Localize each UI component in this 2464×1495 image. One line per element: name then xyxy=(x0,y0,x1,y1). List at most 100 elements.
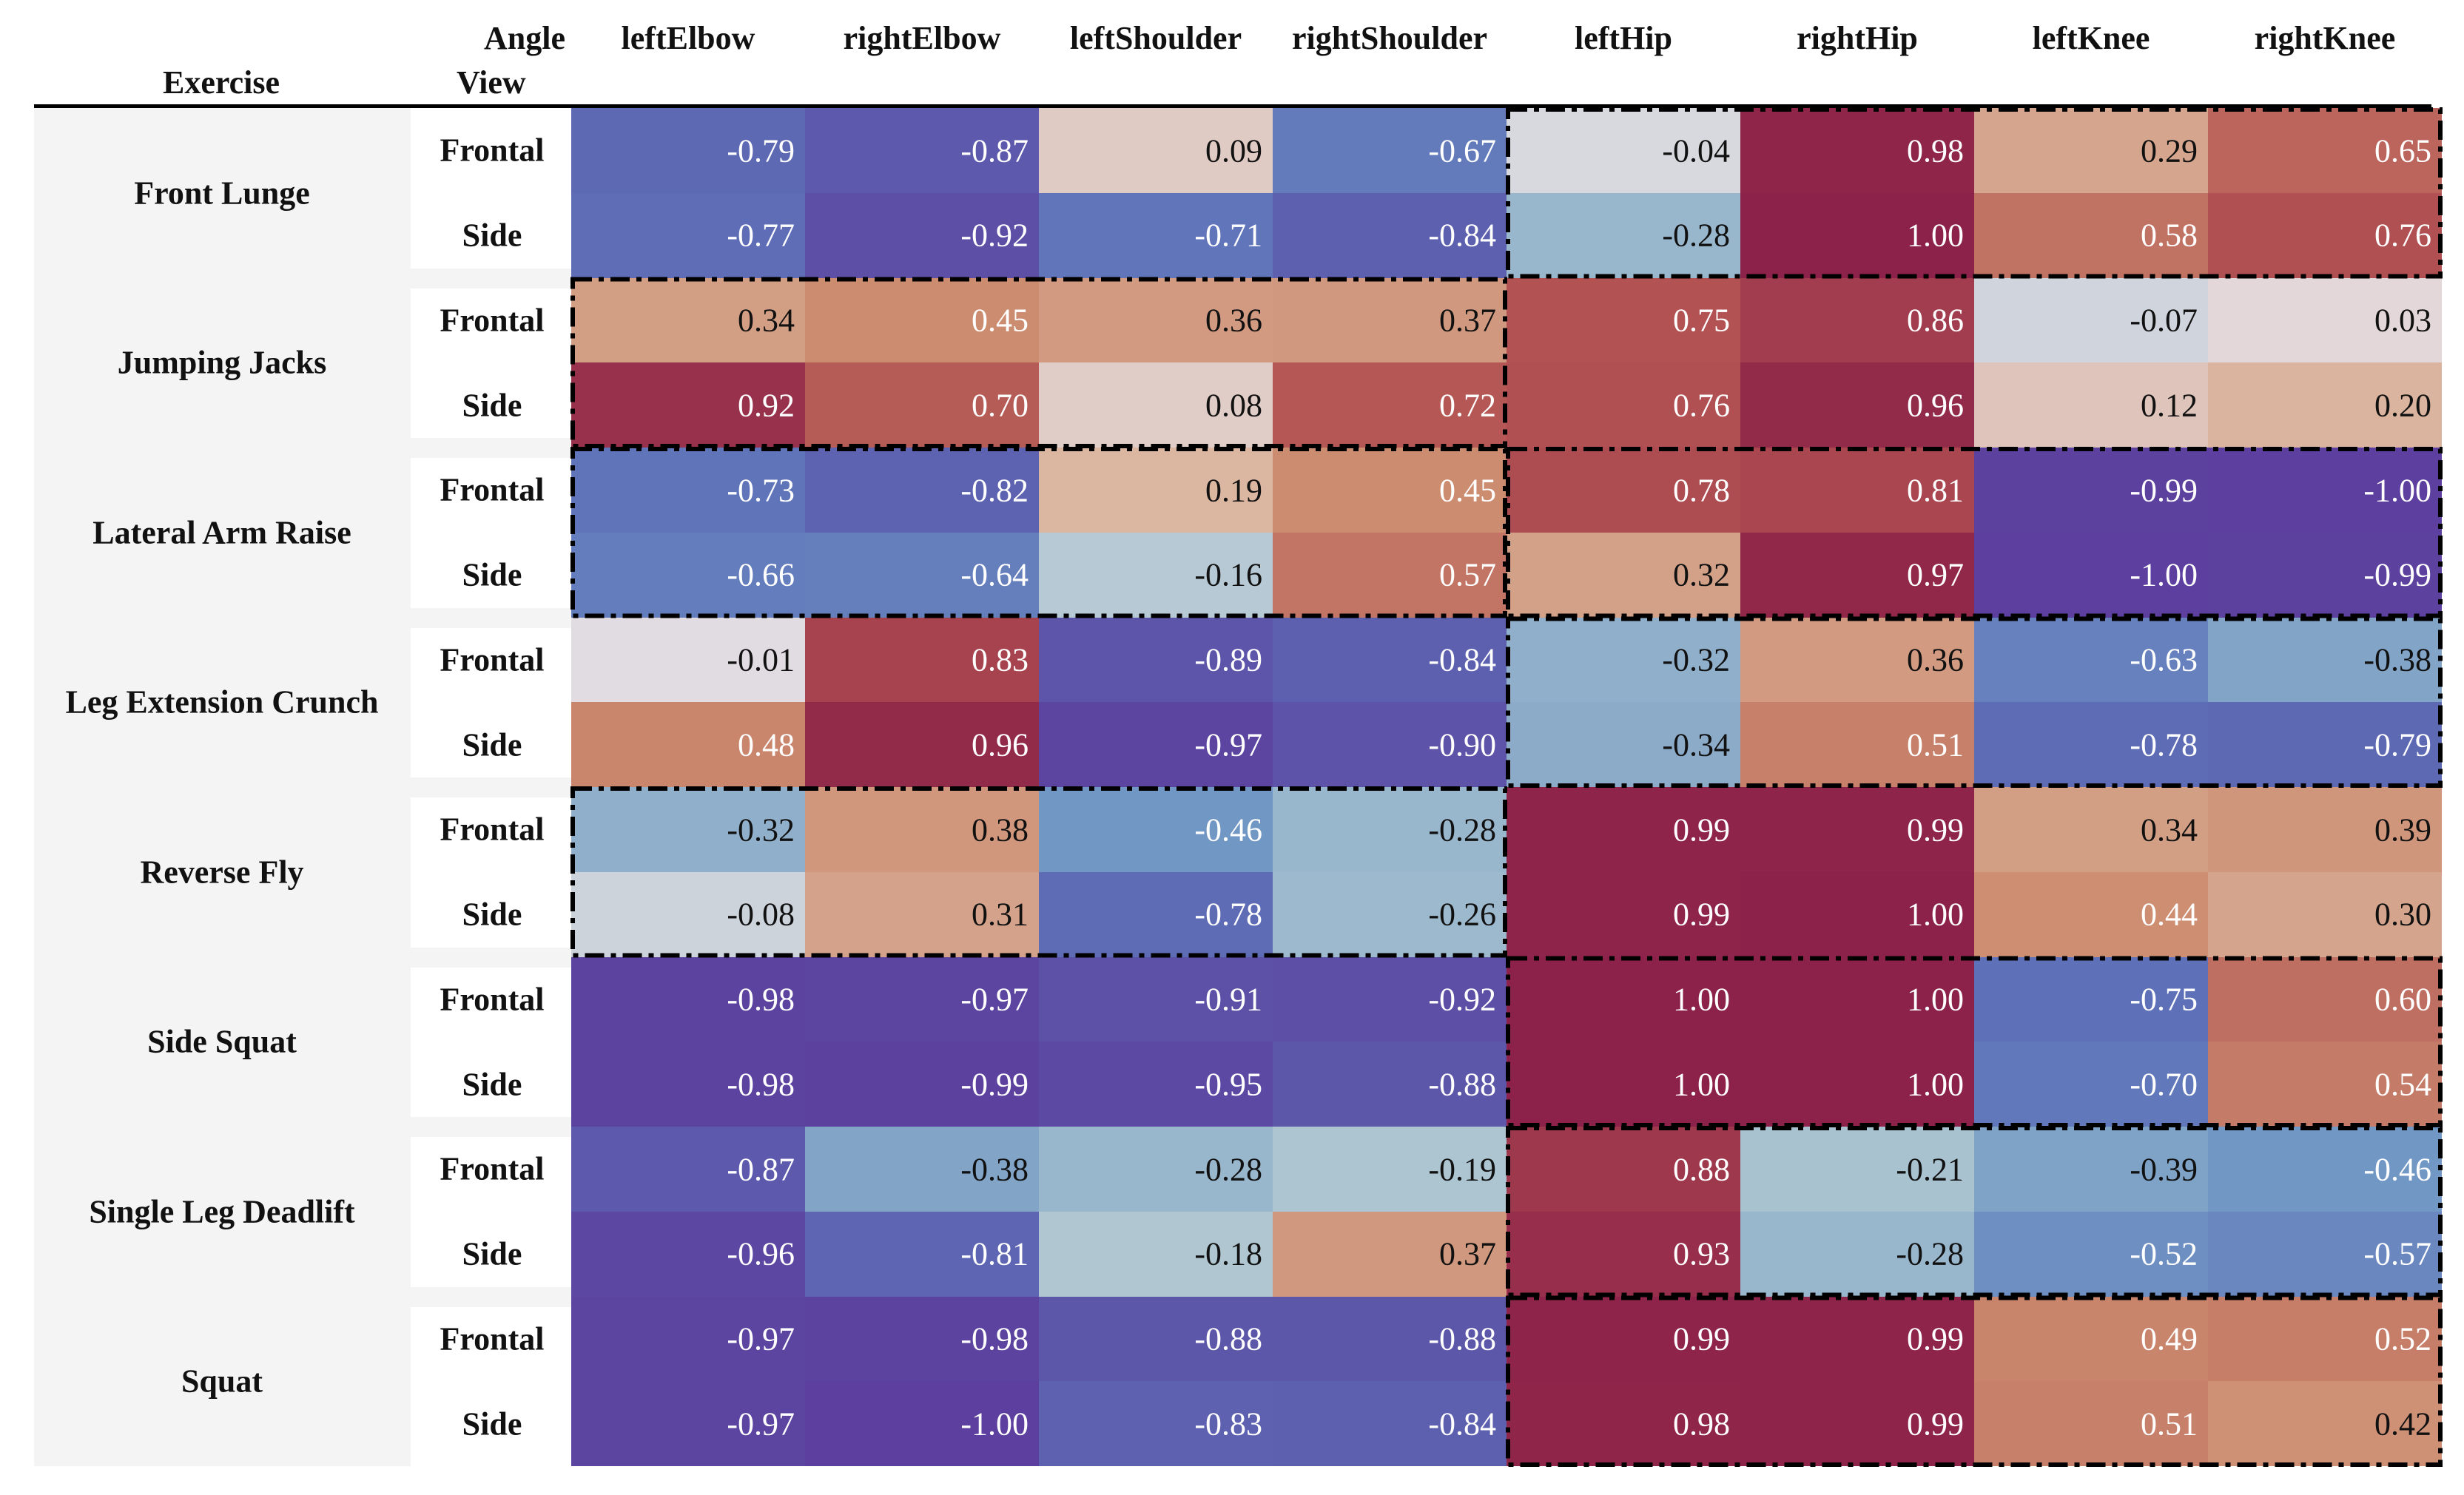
cell-value: 0.12 xyxy=(2141,387,2198,424)
cell-value: 0.76 xyxy=(1673,387,1730,424)
heatmap-cell: -0.84 xyxy=(1273,1381,1507,1467)
cell-value: 0.31 xyxy=(972,896,1029,933)
heatmap-cell: 0.44 xyxy=(1974,871,2208,957)
cell-value: -0.98 xyxy=(960,1320,1029,1357)
heatmap-cell: -0.84 xyxy=(1273,192,1507,278)
cell-value: -0.87 xyxy=(727,1151,795,1187)
view-label: Frontal xyxy=(440,132,545,169)
heatmap-cell: 0.99 xyxy=(1507,787,1740,872)
group-separator xyxy=(411,947,571,968)
heatmap-cell: 0.08 xyxy=(1039,362,1273,448)
exercise-label: Leg Extension Crunch xyxy=(65,684,379,720)
cell-value: 0.76 xyxy=(2374,217,2431,254)
heatmap-cell: -0.79 xyxy=(2208,702,2442,788)
heatmap-cell: 0.54 xyxy=(2208,1042,2442,1127)
heatmap-cell: -1.00 xyxy=(1974,532,2208,618)
cell-value: 1.00 xyxy=(1907,896,1964,933)
heatmap-cell: 0.03 xyxy=(2208,277,2442,363)
exercise-label: Lateral Arm Raise xyxy=(92,514,351,551)
group-separator xyxy=(411,607,571,628)
cell-value: 0.99 xyxy=(1907,1320,1964,1357)
cell-value: -0.08 xyxy=(727,896,795,933)
heatmap-cell: -0.26 xyxy=(1273,871,1507,957)
exercise-label: Jumping Jacks xyxy=(117,344,327,381)
cell-value: 0.48 xyxy=(738,726,795,763)
heatmap-cell: -0.97 xyxy=(571,1296,805,1382)
cell-value: 0.03 xyxy=(2374,302,2431,339)
cell-value: -0.28 xyxy=(1896,1235,1964,1272)
cell-value: -0.46 xyxy=(1194,811,1262,848)
heatmap-cell: 0.51 xyxy=(1740,702,1974,788)
heatmap-cell: -0.01 xyxy=(571,617,805,703)
cell-value: 0.88 xyxy=(1673,1151,1730,1187)
cell-value: -0.32 xyxy=(1662,641,1730,678)
highlight-box xyxy=(570,277,1507,448)
view-label: Side xyxy=(462,387,522,424)
cell-value: -0.91 xyxy=(1194,981,1262,1018)
heatmap-cell: 0.52 xyxy=(2208,1296,2442,1382)
heatmap-cell: 0.38 xyxy=(805,787,1039,872)
cell-value: 0.98 xyxy=(1907,132,1964,169)
column-header-leftElbow: leftElbow xyxy=(621,20,755,56)
cell-value: -0.84 xyxy=(1428,217,1496,254)
cell-value: -0.01 xyxy=(727,641,795,678)
heatmap-cell: 0.09 xyxy=(1039,108,1273,193)
heatmap-cell: -0.89 xyxy=(1039,617,1273,703)
highlight-box xyxy=(570,786,1507,958)
cell-value: -0.92 xyxy=(960,217,1029,254)
heatmap-cell: 0.32 xyxy=(1507,532,1740,618)
cell-value: -0.97 xyxy=(727,1405,795,1442)
cell-value: -0.99 xyxy=(2130,472,2198,508)
cell-value: -0.57 xyxy=(2363,1235,2431,1272)
cell-value: -0.98 xyxy=(727,981,795,1018)
cell-value: -0.88 xyxy=(1428,1320,1496,1357)
cell-value: -0.99 xyxy=(960,1066,1029,1103)
heatmap-cell: 0.39 xyxy=(2208,787,2442,872)
view-label: Frontal xyxy=(440,1320,545,1357)
highlight-box xyxy=(1506,447,2443,618)
heatmap-cell: -0.08 xyxy=(571,871,805,957)
heatmap-cell: 0.99 xyxy=(1507,871,1740,957)
heatmap-cell: 0.51 xyxy=(1974,1381,2208,1467)
heatmap-cell: 0.30 xyxy=(2208,871,2442,957)
cell-value: -0.63 xyxy=(2130,641,2198,678)
heatmap-cell: -0.07 xyxy=(1974,277,2208,363)
heatmap-cell: -0.88 xyxy=(1273,1042,1507,1127)
cell-value: 0.96 xyxy=(1907,387,1964,424)
cell-value: -0.38 xyxy=(2363,641,2431,678)
cell-value: -0.90 xyxy=(1428,726,1496,763)
cell-value: -0.16 xyxy=(1194,556,1262,593)
heatmap-cell: -0.81 xyxy=(805,1211,1039,1297)
heatmap-cell: 0.83 xyxy=(805,617,1039,703)
heatmap-cell: -0.90 xyxy=(1273,702,1507,788)
cell-value: -0.88 xyxy=(1428,1066,1496,1103)
cell-value: -0.21 xyxy=(1896,1151,1964,1187)
cell-value: -1.00 xyxy=(2130,556,2198,593)
view-label: Side xyxy=(462,726,522,763)
cell-value: -0.97 xyxy=(727,1320,795,1357)
cell-value: 0.93 xyxy=(1673,1235,1730,1272)
cell-value: 0.34 xyxy=(738,302,795,339)
heatmap-cell: 0.34 xyxy=(1974,787,2208,872)
heatmap-cell: -1.00 xyxy=(805,1381,1039,1467)
heatmap-cell: 0.99 xyxy=(1740,1381,1974,1467)
cell-value: -0.28 xyxy=(1662,217,1730,254)
cell-value: -0.78 xyxy=(2130,726,2198,763)
cell-value: 0.37 xyxy=(1439,302,1496,339)
view-label: Side xyxy=(462,556,522,593)
heatmap-cell: -0.78 xyxy=(1974,702,2208,788)
cell-value: 0.78 xyxy=(1673,472,1730,508)
cell-value: 0.49 xyxy=(2141,1320,2198,1357)
heatmap-cell: -0.98 xyxy=(571,1042,805,1127)
cell-value: 0.37 xyxy=(1439,1235,1496,1272)
heatmap-cell: -0.38 xyxy=(2208,617,2442,703)
cell-value: 0.38 xyxy=(972,811,1029,848)
heatmap-cell: -0.18 xyxy=(1039,1211,1273,1297)
cell-value: -0.46 xyxy=(2363,1151,2431,1187)
cell-value: -0.96 xyxy=(727,1235,795,1272)
cell-value: 0.99 xyxy=(1907,1405,1964,1442)
heatmap-cell: -0.28 xyxy=(1039,1127,1273,1212)
heatmap-cell: -0.92 xyxy=(805,192,1039,278)
cell-value: 0.83 xyxy=(972,641,1029,678)
heatmap-cell: 0.65 xyxy=(2208,108,2442,193)
